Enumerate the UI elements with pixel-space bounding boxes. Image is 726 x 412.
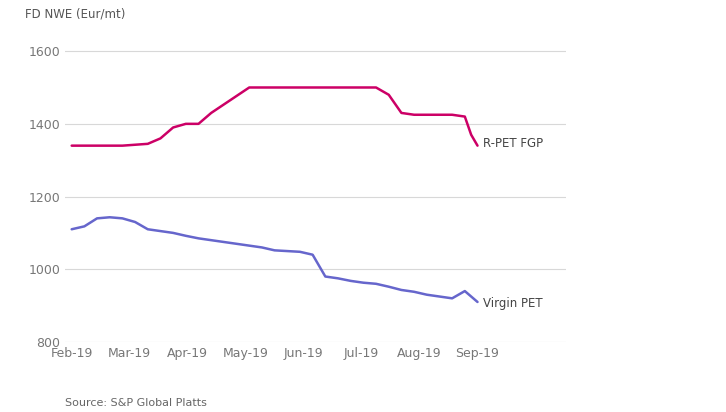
Text: R-PET FGP: R-PET FGP: [483, 137, 543, 150]
Text: Virgin PET: Virgin PET: [483, 297, 542, 310]
Text: Source: S&P Global Platts: Source: S&P Global Platts: [65, 398, 207, 408]
Text: FD NWE (Eur/mt): FD NWE (Eur/mt): [25, 7, 126, 21]
